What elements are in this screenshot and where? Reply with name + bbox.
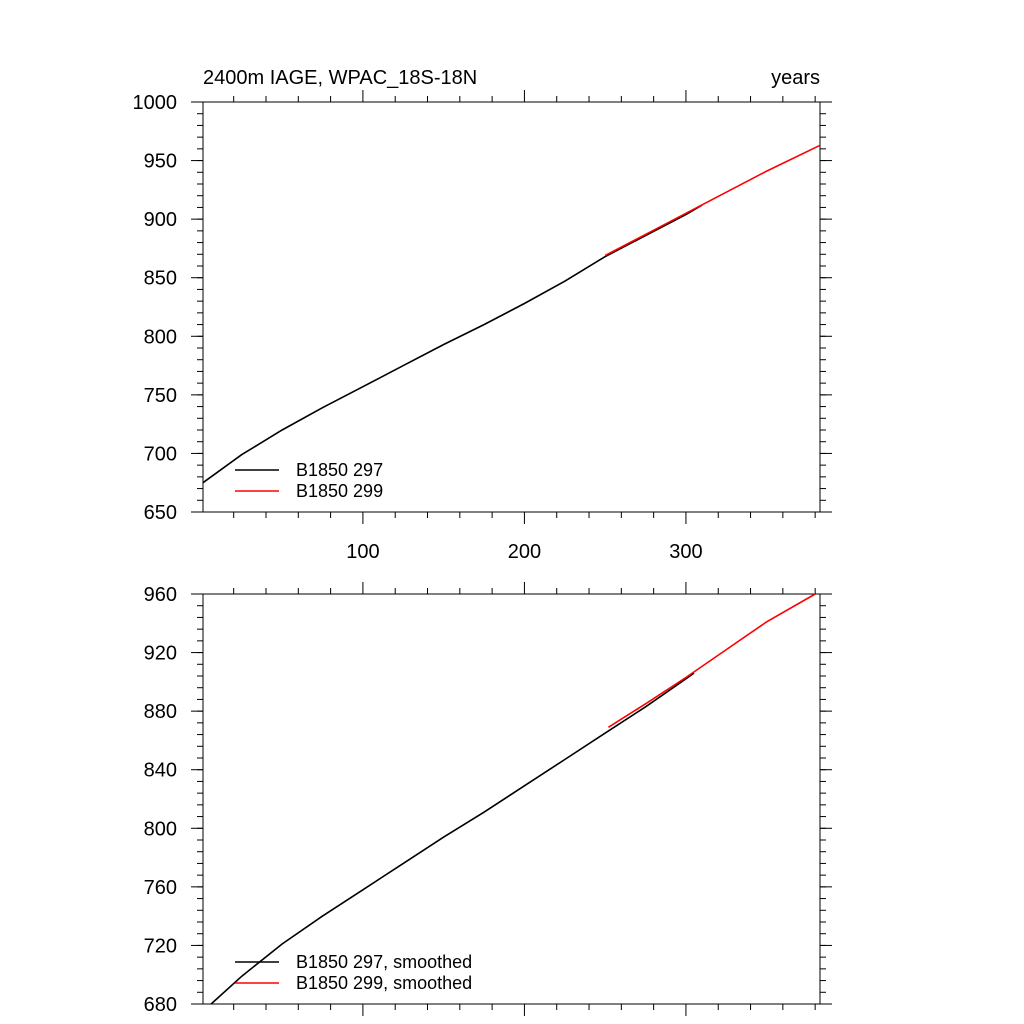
- tick-group: 680 720 760 800 840 880 920 960: [144, 582, 832, 1016]
- x-tick-label: 100: [346, 541, 379, 563]
- plot-frame: [202, 593, 821, 1005]
- chart-title: 2400m IAGE, WPAC_18S-18N: [203, 67, 477, 89]
- y-tick-label: 900: [144, 209, 177, 231]
- series-group: [210, 593, 816, 1005]
- x-tick-label: 300: [669, 541, 702, 563]
- plot-frame: [202, 101, 821, 513]
- y-tick-label: 720: [144, 935, 177, 957]
- x-tick-label: 200: [508, 541, 541, 563]
- y-tick-label: 850: [144, 268, 177, 290]
- legend-label: B1850 299, smoothed: [296, 973, 472, 993]
- chart-title-right: years: [771, 67, 820, 89]
- series-line: [607, 593, 816, 728]
- series-group: [202, 144, 821, 484]
- y-tick-label: 950: [144, 151, 177, 173]
- bottom-panel: 680 720 760 800 840 880 920 960 B1850 297, smoo…: [144, 582, 832, 1016]
- y-tick-label: 800: [144, 326, 177, 348]
- y-tick-label: 960: [144, 584, 177, 606]
- y-tick-label: 760: [144, 877, 177, 899]
- y-tick-label: 650: [144, 502, 177, 524]
- y-tick-label: 680: [144, 994, 177, 1016]
- y-tick-label: 700: [144, 443, 177, 465]
- legend-label: B1850 297: [296, 460, 383, 480]
- series-line: [210, 672, 695, 1005]
- y-tick-label: 920: [144, 643, 177, 665]
- tick-group: 650 700 750 800 850 900 950 1000 100 200 300: [133, 90, 832, 563]
- top-panel: 2400m IAGE, WPAC_18S-18N years 650 700 750…: [133, 67, 832, 563]
- series-line: [604, 144, 821, 257]
- y-tick-label: 1000: [133, 92, 178, 114]
- legend-label: B1850 299: [296, 481, 383, 501]
- y-tick-label: 840: [144, 760, 177, 782]
- series-line: [202, 204, 703, 484]
- legend-label: B1850 297, smoothed: [296, 952, 472, 972]
- y-tick-label: 880: [144, 701, 177, 723]
- y-tick-label: 750: [144, 385, 177, 407]
- y-tick-label: 800: [144, 818, 177, 840]
